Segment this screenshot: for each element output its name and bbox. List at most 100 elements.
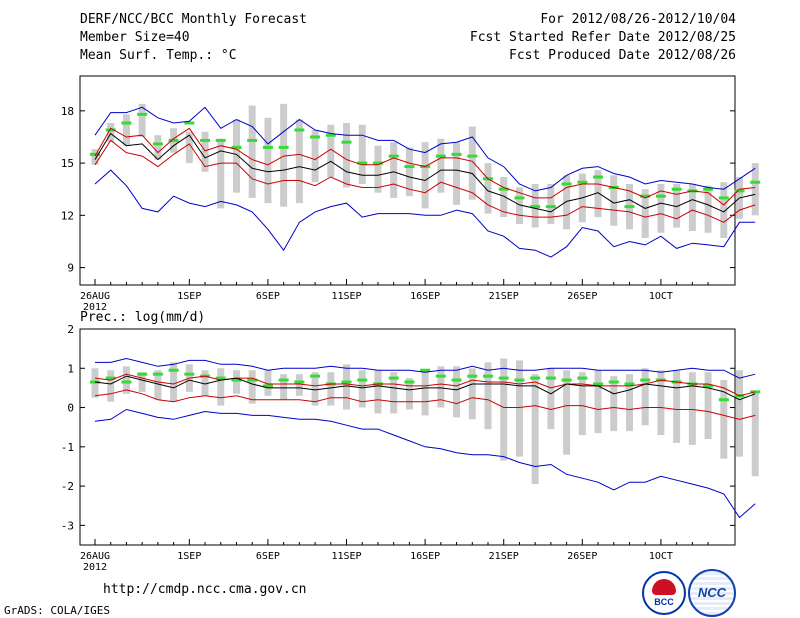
temp-green-marker [184, 121, 195, 125]
temp-spread-box [547, 183, 555, 225]
precip-x-tick-label: 6SEP [256, 551, 280, 562]
precip-green-marker [341, 380, 352, 384]
precip-green-marker [247, 378, 258, 382]
precip-green-marker [545, 376, 556, 380]
precip-y-tick-label: 1 [67, 362, 74, 375]
precip-green-marker [718, 398, 729, 402]
precip-green-marker [703, 384, 714, 388]
precip-green-marker [608, 380, 619, 384]
precip-x-tick-label: 21SEP [489, 551, 519, 562]
temp-green-marker [388, 154, 399, 158]
precip-spread-box [547, 368, 555, 430]
temp-y-tick-label: 9 [67, 262, 74, 275]
temp-green-marker [278, 145, 289, 149]
precip-frame [79, 328, 736, 546]
precip-spread-box [468, 368, 476, 420]
precip-spread-box [688, 372, 696, 445]
temp-green-marker [357, 161, 368, 165]
temp-line-min [94, 169, 756, 258]
ncc-logo: NCC [688, 569, 736, 617]
temp-green-marker [561, 182, 572, 186]
precip-x-tick-label: 1SEP [177, 551, 201, 562]
precip-green-marker [467, 374, 478, 378]
temp-green-marker [105, 128, 116, 132]
precip-x-tick-label: 26AUG [80, 551, 110, 562]
precip-spread-box [704, 372, 712, 439]
precip-spread-box [484, 362, 492, 430]
temp-y-tick-label: 15 [61, 157, 74, 170]
temp-spread-box [107, 123, 115, 143]
grads-credit: GrADS: COLA/IGES [4, 604, 110, 617]
precip-line-min [94, 408, 756, 519]
temp-y-tick-label: 12 [61, 209, 74, 222]
precip-green-marker [624, 382, 635, 386]
precip-line-lower [94, 389, 756, 420]
temp-spread-box [232, 119, 240, 193]
temp-spread-box [641, 189, 649, 238]
precip-y-tick-label: -3 [61, 519, 74, 532]
temp-line-mean [94, 132, 756, 213]
temp-x-tick-label: 26AUG [80, 291, 110, 302]
temp-spread-box [374, 145, 382, 193]
temp-green-marker [467, 154, 478, 158]
temp-spread-box [390, 142, 398, 198]
temp-green-marker [530, 205, 541, 209]
precip-green-marker [388, 376, 399, 380]
temp-spread-box [185, 131, 193, 164]
temp-green-marker [325, 133, 336, 137]
temp-spread-box [201, 131, 209, 172]
precip-green-marker [561, 378, 572, 382]
source-url[interactable]: http://cmdp.ncc.cma.gov.cn [103, 582, 307, 597]
precip-label: Prec.: log(mm/d) [80, 310, 206, 325]
temp-x-tick-label: 11SEP [331, 291, 361, 302]
precip-x-tick-label: 1OCT [649, 551, 673, 562]
precip-x-tick-label-year: 2012 [83, 562, 107, 573]
temp-spread-box [154, 135, 162, 160]
precip-green-marker [593, 382, 604, 386]
temp-green-marker [310, 135, 321, 139]
precip-spread-box [515, 360, 523, 457]
precip-spread-box [610, 376, 618, 432]
temp-green-marker [121, 121, 132, 125]
temp-spread-box [594, 170, 602, 218]
temp-x-tick-label: 6SEP [256, 291, 280, 302]
precip-green-marker [184, 372, 195, 376]
precip-x-tick-label: 16SEP [410, 551, 440, 562]
precip-spread-box [453, 366, 461, 418]
precip-spread-box [390, 372, 398, 414]
precip-green-marker [451, 378, 462, 382]
precip-spread-box [563, 370, 571, 455]
temp-green-marker [750, 180, 761, 184]
precip-line-max [95, 357, 756, 379]
temp-x-tick-label: 26SEP [567, 291, 597, 302]
temp-spread-box [500, 177, 508, 218]
precip-green-marker [357, 378, 368, 382]
temp-x-tick-label: 1SEP [177, 291, 201, 302]
temp-spread-box [610, 175, 618, 226]
temp-spread-box [515, 187, 523, 225]
precip-spread-box [154, 370, 162, 400]
temp-green-marker [435, 154, 446, 158]
temp-spread-box [720, 182, 728, 238]
temp-x-tick-label: 21SEP [489, 291, 519, 302]
temp-green-marker [593, 175, 604, 179]
temp-green-marker [262, 145, 273, 149]
precip-x-tick-label: 26SEP [567, 551, 597, 562]
precip-y-tick-label: 0 [67, 402, 74, 415]
temp-spread-box [295, 119, 303, 204]
precip-green-marker [121, 380, 132, 384]
temp-green-marker [734, 189, 745, 193]
precip-spread-box [673, 370, 681, 443]
ncc-logo-text: NCC [697, 585, 727, 600]
temp-line-max [94, 106, 756, 192]
precip-spread-box [720, 380, 728, 459]
temp-green-marker [671, 187, 682, 191]
temp-green-marker [718, 196, 729, 200]
precip-spread-box [437, 366, 445, 408]
temp-spread-box [421, 142, 429, 209]
precip-spread-box [264, 370, 272, 396]
temp-green-marker [655, 194, 666, 198]
bcc-logo-text: BCC [654, 597, 674, 607]
temp-spread-box [248, 105, 256, 198]
temp-green-marker [404, 165, 415, 169]
